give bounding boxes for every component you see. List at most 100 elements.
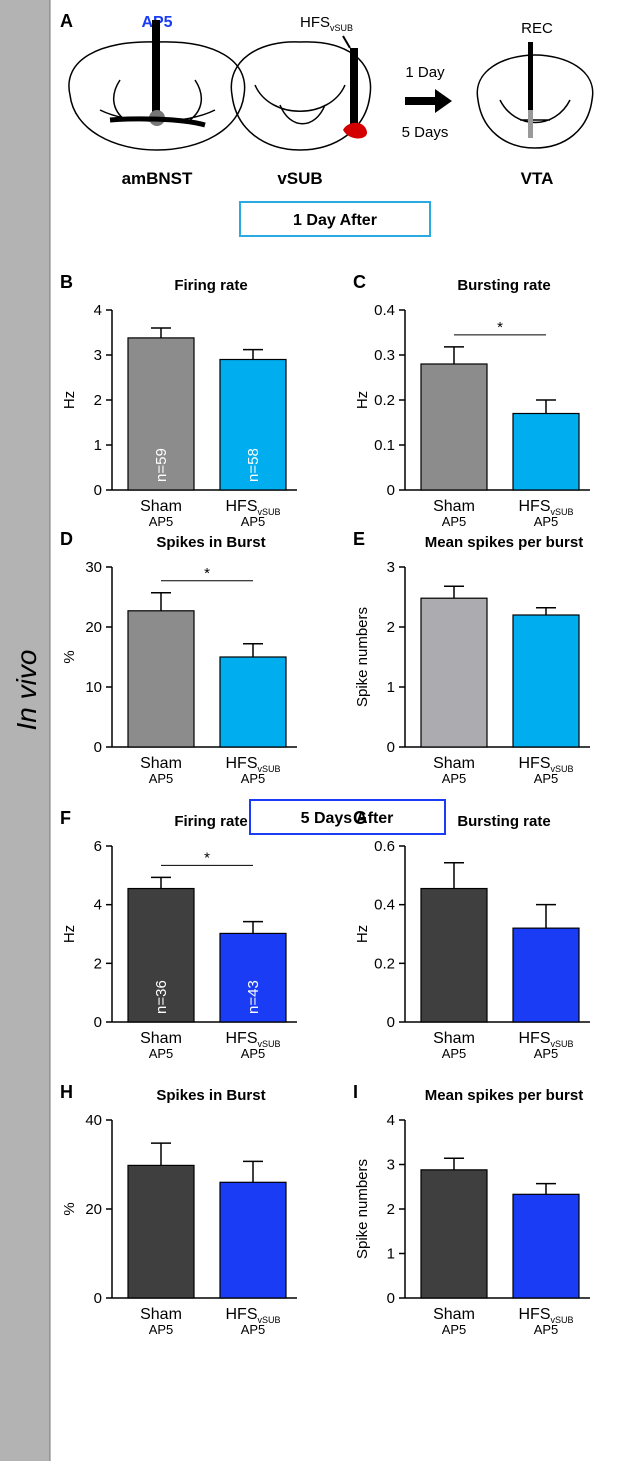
category-subscript: vSUB xyxy=(550,764,573,774)
y-tick-label: 3 xyxy=(387,1157,395,1174)
bar xyxy=(420,363,488,491)
category: HFS xyxy=(518,1030,550,1047)
category-note: AP5 xyxy=(241,514,266,529)
x-tick-label: Sham xyxy=(140,1306,182,1323)
category-subscript: vSUB xyxy=(550,1315,573,1325)
y-tick-label: 1 xyxy=(387,1246,395,1263)
significance-mark: * xyxy=(204,565,210,582)
section-box xyxy=(239,201,431,237)
category-note: AP5 xyxy=(149,1322,174,1337)
category-note: AP5 xyxy=(442,1046,467,1061)
category-note: AP5 xyxy=(241,771,266,786)
y-tick-label: 30 xyxy=(85,559,102,576)
category: Sham xyxy=(433,1030,475,1047)
bar xyxy=(512,927,580,1023)
y-tick-label: 20 xyxy=(85,1201,102,1218)
bar xyxy=(219,358,287,491)
y-tick-label: 0 xyxy=(94,1290,102,1307)
y-tick-label: 0 xyxy=(94,739,102,756)
brain-drawings xyxy=(68,41,594,151)
y-axis-label: % xyxy=(61,650,78,663)
panel-letter: H xyxy=(60,1082,73,1102)
category: Sham xyxy=(433,1306,475,1323)
category-note: AP5 xyxy=(149,771,174,786)
stim-arrow xyxy=(342,35,351,49)
bar-label: n=59 xyxy=(153,448,170,482)
y-tick-label: 0.2 xyxy=(374,955,395,972)
y-tick-label: 10 xyxy=(85,679,102,696)
bar xyxy=(512,412,580,491)
x-tick-label: Sham xyxy=(433,1306,475,1323)
significance-mark: * xyxy=(204,849,210,866)
y-tick-label: 4 xyxy=(94,897,102,914)
y-axis-label: Hz xyxy=(61,925,78,943)
bar-label: n=58 xyxy=(245,448,262,482)
x-tick-label: HFSvSUB xyxy=(225,498,280,517)
delay-label: 5 Days xyxy=(402,124,449,141)
panel-letter: A xyxy=(60,11,73,31)
category-note: AP5 xyxy=(534,514,559,529)
side-strip xyxy=(0,0,50,1461)
x-tick-label: HFSvSUB xyxy=(518,1306,573,1325)
bar xyxy=(420,597,488,748)
category-subscript: vSUB xyxy=(550,507,573,517)
y-tick-label: 4 xyxy=(94,302,102,319)
panel-letter: D xyxy=(60,529,73,549)
brain-fill xyxy=(109,116,206,128)
panel-letter: E xyxy=(353,529,365,549)
section-box xyxy=(249,799,446,835)
electrode xyxy=(528,42,533,137)
y-tick-label: 0 xyxy=(94,482,102,499)
x-tick-label: HFSvSUB xyxy=(518,755,573,774)
y-tick-label: 20 xyxy=(85,619,102,636)
x-tick-label: HFSvSUB xyxy=(225,1306,280,1325)
bar xyxy=(512,614,580,748)
category-note: AP5 xyxy=(241,1046,266,1061)
section-title: 5 Days After xyxy=(301,810,394,827)
y-axis-label: Spike numbers xyxy=(354,1159,371,1259)
y-tick-label: 3 xyxy=(387,559,395,576)
y-axis-label: Hz xyxy=(354,925,371,943)
region-label: amBNST xyxy=(122,169,193,188)
x-tick-label: HFSvSUB xyxy=(225,1030,280,1049)
y-tick-label: 0 xyxy=(387,482,395,499)
category: HFS xyxy=(225,498,257,515)
electrode xyxy=(350,48,358,126)
y-tick-label: 1 xyxy=(387,679,395,696)
category-note: AP5 xyxy=(149,514,174,529)
chart-title: Firing rate xyxy=(174,813,247,830)
bar-label: n=36 xyxy=(153,980,170,1014)
panel-letter: I xyxy=(353,1082,358,1102)
category: HFS xyxy=(518,1306,550,1323)
x-tick-label: HFSvSUB xyxy=(518,498,573,517)
y-tick-label: 0.2 xyxy=(374,392,395,409)
arrow xyxy=(405,89,452,113)
bar-label: n=43 xyxy=(245,980,262,1014)
category-note: AP5 xyxy=(241,1322,266,1337)
category: HFS xyxy=(518,755,550,772)
category-note: AP5 xyxy=(534,771,559,786)
bar xyxy=(420,1169,488,1299)
y-tick-label: 4 xyxy=(387,1112,395,1129)
chart-title: Bursting rate xyxy=(457,277,550,294)
x-tick-label: Sham xyxy=(433,755,475,772)
category-note: AP5 xyxy=(442,1322,467,1337)
category: HFS xyxy=(225,1306,257,1323)
y-tick-label: 2 xyxy=(387,1201,395,1218)
y-tick-label: 0.1 xyxy=(374,437,395,454)
category: Sham xyxy=(140,1306,182,1323)
category-note: AP5 xyxy=(442,771,467,786)
x-tick-label: Sham xyxy=(433,498,475,515)
y-tick-label: 6 xyxy=(94,838,102,855)
y-axis-label: % xyxy=(61,1202,78,1215)
x-tick-label: Sham xyxy=(140,755,182,772)
region-label: VTA xyxy=(521,169,554,188)
bar xyxy=(127,1164,195,1299)
category-note: AP5 xyxy=(149,1046,174,1061)
category-subscript: vSUB xyxy=(257,507,280,517)
y-tick-label: 2 xyxy=(94,392,102,409)
category-note: AP5 xyxy=(442,514,467,529)
chart-title: Mean spikes per burst xyxy=(425,1087,583,1104)
y-tick-label: 40 xyxy=(85,1112,102,1129)
